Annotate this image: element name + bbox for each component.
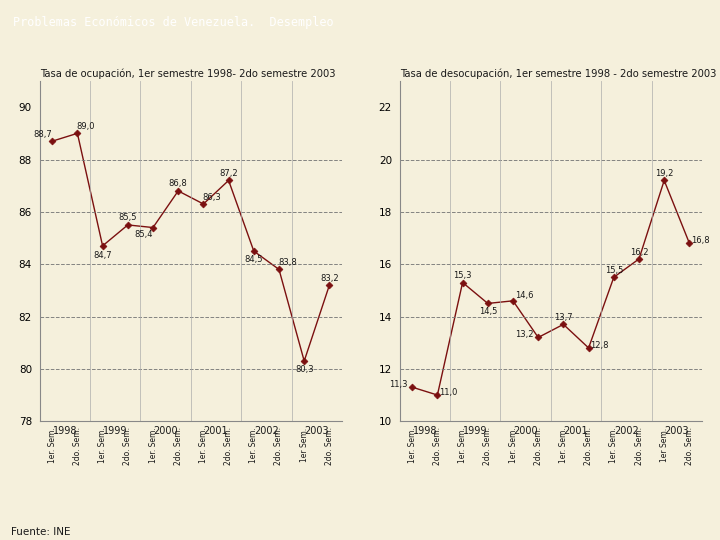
Text: 11,0: 11,0 — [439, 388, 458, 397]
Text: 1999: 1999 — [463, 426, 487, 436]
Text: 2000: 2000 — [153, 426, 178, 436]
Text: 2001: 2001 — [564, 426, 588, 436]
Text: 16,8: 16,8 — [691, 236, 710, 245]
Text: 85,5: 85,5 — [119, 213, 137, 222]
Text: 2002: 2002 — [254, 426, 279, 436]
Text: 15,5: 15,5 — [605, 266, 623, 275]
Text: 1998: 1998 — [413, 426, 437, 436]
Text: 80,3: 80,3 — [295, 365, 313, 374]
Text: 86,8: 86,8 — [168, 179, 188, 188]
Text: Tasa de ocupación, 1er semestre 1998- 2do semestre 2003: Tasa de ocupación, 1er semestre 1998- 2d… — [40, 69, 335, 79]
Text: 87,2: 87,2 — [220, 169, 238, 178]
Text: 2003: 2003 — [305, 426, 329, 436]
Text: 88,7: 88,7 — [33, 130, 52, 139]
Text: 14,6: 14,6 — [515, 291, 534, 300]
Text: 2002: 2002 — [614, 426, 639, 436]
Text: 84,5: 84,5 — [245, 255, 263, 264]
Text: 15,3: 15,3 — [454, 271, 472, 280]
Text: 13,2: 13,2 — [515, 330, 534, 339]
Text: 84,7: 84,7 — [94, 251, 112, 260]
Text: 11,3: 11,3 — [389, 380, 408, 389]
Text: 1998: 1998 — [53, 426, 77, 436]
Text: 89,0: 89,0 — [76, 122, 95, 131]
Text: 1999: 1999 — [103, 426, 127, 436]
Text: 2000: 2000 — [513, 426, 538, 436]
Text: 2003: 2003 — [665, 426, 689, 436]
Text: 85,4: 85,4 — [134, 230, 153, 239]
Text: Problemas Económicos de Venezuela.  Desempleo: Problemas Económicos de Venezuela. Desem… — [13, 16, 333, 29]
Text: 13,7: 13,7 — [554, 313, 572, 322]
Text: 19,2: 19,2 — [655, 169, 673, 178]
Text: 14,5: 14,5 — [479, 307, 497, 316]
Text: Tasa de desocupación, 1er semestre 1998 - 2do semestre 2003: Tasa de desocupación, 1er semestre 1998 … — [400, 69, 716, 79]
Text: 12,8: 12,8 — [590, 341, 609, 349]
Text: 16,2: 16,2 — [630, 247, 648, 256]
Text: Fuente: INE: Fuente: INE — [11, 526, 71, 537]
Text: 83,8: 83,8 — [278, 258, 297, 267]
Text: 86,3: 86,3 — [202, 193, 221, 201]
Text: 2001: 2001 — [204, 426, 228, 436]
Text: 83,2: 83,2 — [320, 274, 338, 282]
